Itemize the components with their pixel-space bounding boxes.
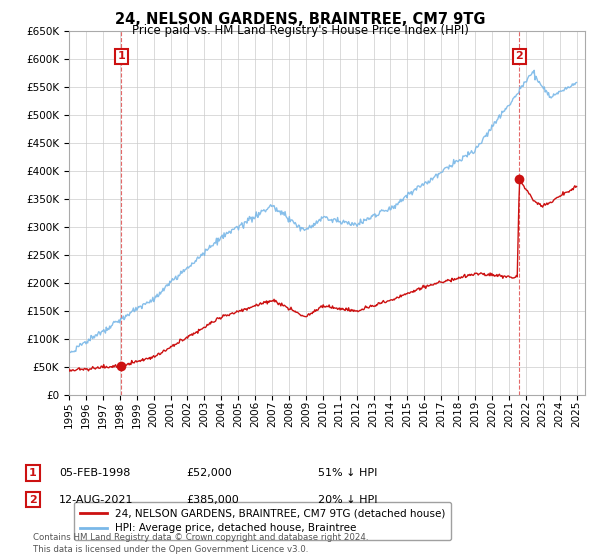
Text: £385,000: £385,000: [186, 494, 239, 505]
Text: 20% ↓ HPI: 20% ↓ HPI: [318, 494, 377, 505]
Text: 1: 1: [118, 52, 125, 61]
Text: 05-FEB-1998: 05-FEB-1998: [59, 468, 130, 478]
Text: Price paid vs. HM Land Registry's House Price Index (HPI): Price paid vs. HM Land Registry's House …: [131, 24, 469, 36]
Text: £52,000: £52,000: [186, 468, 232, 478]
Text: 12-AUG-2021: 12-AUG-2021: [59, 494, 133, 505]
Legend: 24, NELSON GARDENS, BRAINTREE, CM7 9TG (detached house), HPI: Average price, det: 24, NELSON GARDENS, BRAINTREE, CM7 9TG (…: [74, 502, 451, 540]
Text: Contains HM Land Registry data © Crown copyright and database right 2024.
This d: Contains HM Land Registry data © Crown c…: [33, 533, 368, 554]
Text: 2: 2: [515, 52, 523, 61]
Text: 51% ↓ HPI: 51% ↓ HPI: [318, 468, 377, 478]
Text: 2: 2: [29, 494, 37, 505]
Text: 24, NELSON GARDENS, BRAINTREE, CM7 9TG: 24, NELSON GARDENS, BRAINTREE, CM7 9TG: [115, 12, 485, 27]
Text: 1: 1: [29, 468, 37, 478]
